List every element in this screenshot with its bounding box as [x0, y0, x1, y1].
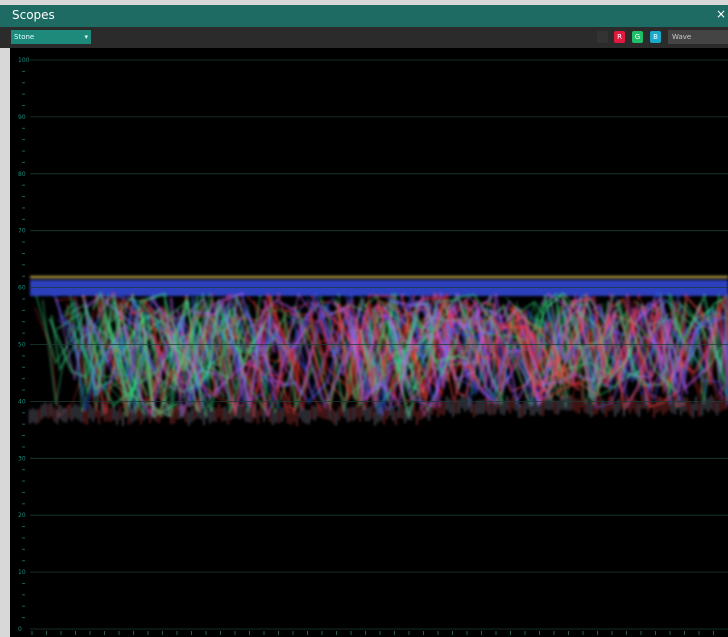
trace-stroke: [646, 293, 728, 406]
trace-stroke: [64, 295, 148, 417]
trace-stroke: [58, 312, 140, 412]
icon-button[interactable]: [597, 31, 608, 43]
trace-stroke: [405, 298, 504, 403]
trace-stroke: [542, 312, 619, 391]
trace-stroke: [528, 317, 630, 386]
trace-stroke: [638, 296, 728, 392]
trace-stroke: [597, 312, 689, 402]
trace-stroke: [521, 307, 602, 365]
trace-stroke: [148, 292, 245, 400]
trace-stroke: [169, 297, 275, 417]
scale-label: 70: [18, 228, 26, 235]
channel-button[interactable]: G: [632, 31, 643, 43]
close-button[interactable]: ×: [715, 7, 726, 21]
trace-stroke: [609, 293, 693, 396]
trace-stroke: [192, 297, 280, 409]
trace-stroke: [360, 313, 459, 378]
scale-label: 0: [18, 626, 22, 633]
scale-label: 20: [18, 512, 26, 519]
trace-stroke: [581, 320, 682, 409]
scale-label: 50: [18, 342, 26, 349]
trace-stroke: [35, 295, 142, 366]
trace-stroke: [578, 311, 677, 393]
trace-stroke: [140, 298, 237, 414]
trace-stroke: [593, 305, 665, 392]
trace-stroke: [481, 301, 581, 395]
channel-button[interactable]: B: [650, 31, 661, 43]
trace-stroke: [571, 299, 660, 412]
trace-stroke: [91, 290, 172, 400]
toolbar: Stone R G B Wave: [0, 27, 728, 48]
trace-stroke: [659, 315, 728, 407]
trace-stroke: [347, 295, 441, 408]
trace-stroke: [465, 325, 548, 407]
trace-stroke: [482, 295, 561, 396]
preset-dropdown[interactable]: Stone: [11, 30, 91, 44]
scale-label: 80: [18, 171, 26, 178]
trace-stroke: [433, 295, 512, 389]
panel-title: Scopes: [12, 8, 55, 22]
trace-stroke: [97, 306, 171, 414]
scale-label: 30: [18, 455, 26, 462]
scale-label: 100: [18, 57, 30, 64]
trace-stroke: [247, 304, 345, 404]
trace-stroke: [523, 296, 629, 399]
channel-button[interactable]: R: [614, 31, 625, 43]
trace-stroke: [609, 307, 721, 396]
trace-stroke: [128, 307, 221, 403]
trace-stroke: [127, 298, 229, 385]
mode-dropdown[interactable]: Wave: [668, 30, 728, 44]
title-bar: Scopes ×: [0, 5, 728, 27]
trace-stroke: [386, 296, 495, 404]
scale-label: 90: [18, 114, 26, 121]
trace-stroke: [319, 298, 399, 407]
trace-stroke: [172, 299, 268, 372]
scale-label: 10: [18, 569, 26, 576]
scale-label: 40: [18, 398, 26, 405]
trace-stroke: [63, 296, 158, 399]
trace-stroke: [98, 297, 195, 403]
waveform-trace: [29, 276, 728, 426]
trace-stroke: [651, 296, 728, 395]
trace-stroke: [411, 293, 517, 349]
trace-stroke: [501, 304, 590, 399]
scale-label: 60: [18, 285, 26, 292]
trace-stroke: [148, 314, 247, 394]
trace-stroke: [90, 319, 170, 418]
trace-stroke: [42, 299, 140, 412]
